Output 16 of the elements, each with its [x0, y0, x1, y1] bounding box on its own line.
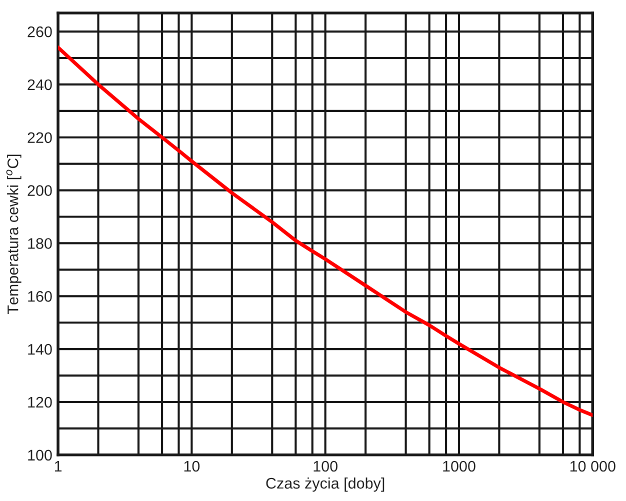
x-axis-title: Czas życia [doby] — [266, 477, 384, 492]
y-tick-label: 140 — [28, 344, 52, 355]
y-tick-label: 100 — [28, 450, 52, 461]
y-tick-label: 260 — [28, 26, 52, 38]
x-tick-label: 10 000 — [570, 460, 616, 472]
x-tick-label: 1000 — [443, 460, 476, 472]
y-tick-label: 200 — [28, 185, 52, 196]
y-tick-label: 120 — [28, 396, 52, 408]
y-tick-label: 240 — [28, 79, 52, 90]
x-tick-label: 100 — [314, 460, 338, 472]
y-tick-label: 220 — [28, 132, 52, 144]
y-tick-label: 180 — [28, 238, 52, 249]
x-tick-label: 1 — [54, 461, 62, 472]
y-tick-label: 160 — [28, 291, 52, 302]
x-tick-label: 10 — [184, 460, 200, 472]
y-axis-title: Temperatura cewki [$^{o}$C] — [6, 154, 22, 314]
